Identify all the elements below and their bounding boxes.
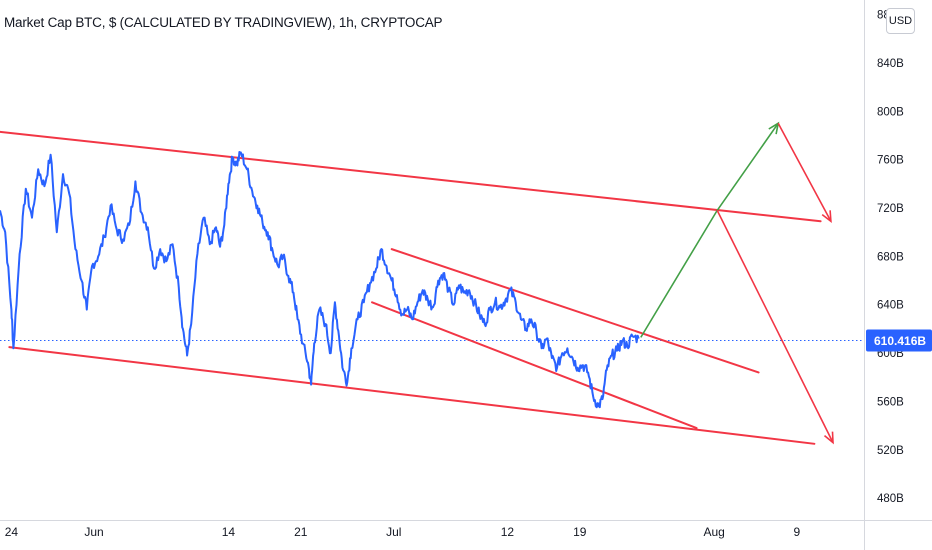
y-tick-label: 640B [877, 300, 904, 312]
projection-arrow[interactable] [640, 122, 779, 338]
arrowhead [823, 431, 834, 445]
y-tick-label: 720B [877, 203, 904, 215]
y-tick-label: 560B [877, 396, 904, 408]
y-tick-label: 760B [877, 155, 904, 167]
trendline[interactable] [8, 346, 816, 445]
x-tick-label: 19 [573, 525, 587, 539]
x-tick-label: 9 [793, 525, 800, 539]
x-tick-label: Aug [703, 525, 724, 539]
y-tick-label: 520B [877, 445, 904, 457]
y-tick-label: 680B [877, 251, 904, 263]
arrowhead [821, 210, 832, 224]
x-tick-label: 14 [222, 525, 236, 539]
last-price-badge [866, 329, 932, 352]
x-tick-label: 24 [5, 525, 19, 539]
trendline[interactable] [371, 301, 698, 430]
currency-button[interactable]: USD [886, 8, 915, 34]
price-series-line [0, 151, 640, 409]
x-tick-label: Jun [84, 525, 103, 539]
trendline[interactable] [0, 130, 822, 223]
x-tick-label: Jul [386, 525, 401, 539]
x-tick-label: 12 [501, 525, 515, 539]
x-tick-label: 21 [294, 525, 308, 539]
y-tick-label: 480B [877, 493, 904, 505]
chart-title: Market Cap BTC, $ (CALCULATED BY TRADING… [4, 15, 443, 30]
projection-arrow[interactable] [777, 122, 832, 222]
price-axis-background [864, 0, 932, 550]
projection-arrow[interactable] [716, 210, 834, 443]
last-price-label: 610.416B [874, 334, 926, 348]
trendline[interactable] [390, 248, 760, 374]
y-tick-label: 800B [877, 106, 904, 118]
y-tick-label: 840B [877, 58, 904, 70]
